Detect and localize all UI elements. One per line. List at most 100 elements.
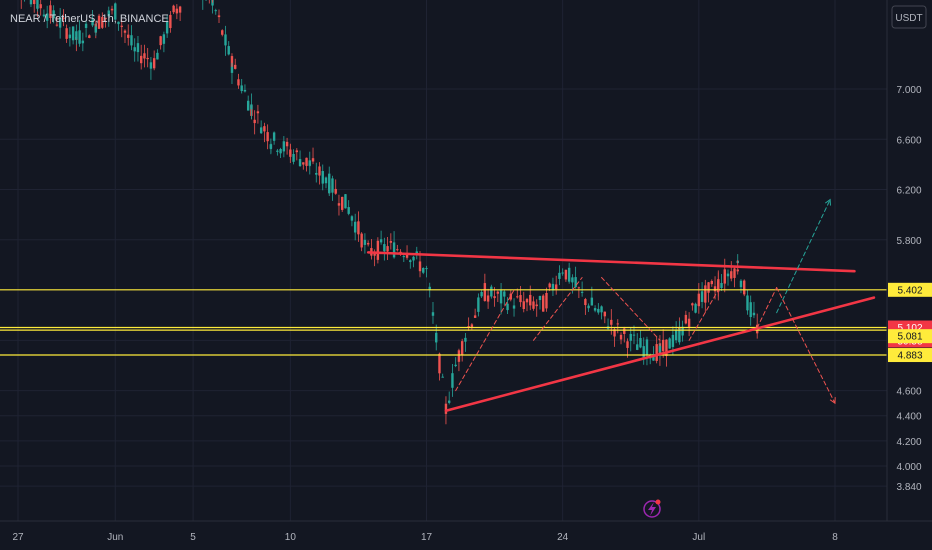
candle-body	[292, 153, 295, 162]
candle-body	[477, 297, 480, 312]
candle-body	[366, 242, 370, 245]
candle-body	[253, 119, 256, 124]
path-sketch-line[interactable]	[688, 289, 719, 341]
candle-body	[593, 308, 597, 311]
symbol-title[interactable]: NEAR / TetherUS, 1h, BINANCE	[10, 13, 169, 25]
candle-body	[473, 315, 477, 318]
lightning-icon-bolt[interactable]	[648, 502, 656, 516]
path-sketch-line[interactable]	[601, 277, 661, 341]
projection-down-line[interactable]	[776, 287, 836, 404]
candle-body	[733, 268, 736, 278]
candle-body	[227, 46, 230, 55]
candle-body	[379, 239, 383, 243]
candle-body	[234, 64, 237, 69]
candle-body	[139, 55, 143, 64]
price-axis-panel[interactable]	[887, 0, 932, 521]
candle-body	[36, 0, 39, 9]
lightning-bolt-icon[interactable]	[643, 499, 661, 518]
candle-body	[302, 162, 305, 165]
y-tick-label: 5.800	[896, 236, 921, 247]
candle-body	[75, 31, 78, 40]
candle-body	[480, 291, 483, 297]
price-levels[interactable]	[0, 289, 887, 356]
candle-body	[652, 354, 655, 361]
candle-body	[496, 291, 500, 294]
candle-body	[512, 305, 516, 309]
candle-body	[412, 256, 415, 261]
candle-body	[610, 319, 613, 325]
candle-body	[704, 285, 707, 303]
candle-body	[551, 283, 555, 291]
candle-body	[289, 149, 292, 154]
currency-button[interactable]: USDT	[891, 5, 927, 29]
projection-up-line[interactable]	[776, 199, 831, 314]
candle-body	[674, 329, 678, 341]
candle-body	[88, 35, 91, 38]
candle-body	[363, 239, 367, 245]
projection-down-line[interactable]	[756, 287, 778, 329]
candle-body	[308, 160, 311, 166]
path-sketch-line[interactable]	[532, 277, 583, 341]
price-tag-level-2-bg	[888, 329, 932, 344]
candle-body	[276, 150, 279, 152]
y-tick-label: 3.840	[896, 482, 921, 493]
candle-body	[613, 329, 616, 337]
x-axis: 27Jun5101724Jul815	[12, 532, 838, 543]
y-tick-label: 6.600	[896, 135, 921, 146]
candle-body	[590, 297, 594, 306]
currency-button-label[interactable]: USDT	[895, 13, 922, 24]
x-tick-label: 17	[421, 532, 433, 543]
candle-body	[535, 304, 538, 307]
candle-body	[211, 0, 214, 6]
time-axis-panel[interactable]	[0, 521, 932, 550]
candle-body	[626, 341, 629, 348]
candle-body	[149, 62, 153, 69]
candle-body	[65, 28, 68, 39]
candle-body	[224, 34, 227, 46]
candle-body	[221, 30, 224, 35]
candle-body	[175, 8, 179, 14]
x-tick-label: 8	[832, 532, 838, 543]
candle-body	[746, 295, 749, 309]
candle-body	[668, 338, 671, 349]
candle-body	[723, 269, 726, 284]
candle-body	[567, 267, 571, 282]
candle-body	[545, 292, 548, 309]
candle-body	[460, 341, 464, 355]
y-tick-label: 4.200	[896, 437, 921, 448]
path-sketch-line[interactable]	[455, 289, 515, 392]
candle-body	[117, 21, 120, 25]
candle-body	[678, 329, 681, 343]
candle-body	[642, 346, 645, 358]
y-tick-label: 4.400	[896, 412, 921, 423]
candle-body	[321, 171, 324, 184]
candle-body	[311, 158, 315, 162]
upper-trendline[interactable]	[366, 251, 856, 273]
candle-body	[655, 344, 658, 361]
candle-body	[431, 312, 435, 316]
lightning-icon-ring[interactable]	[643, 500, 661, 518]
candle-body	[347, 207, 350, 214]
candle-body	[561, 272, 564, 274]
candle-body	[396, 249, 399, 251]
candle-body	[558, 272, 561, 279]
candle-body	[525, 298, 529, 303]
candle-body	[616, 323, 619, 325]
candle-body	[389, 241, 393, 243]
candle-body	[240, 85, 243, 92]
candle-body	[169, 14, 172, 29]
candle-body	[178, 6, 182, 13]
candle-body	[454, 364, 457, 367]
drawings[interactable]	[366, 198, 876, 413]
candle-body	[636, 344, 639, 350]
currency-button-frame[interactable]	[891, 5, 927, 29]
candle-body	[542, 295, 545, 312]
x-tick-label: Jul	[692, 532, 705, 543]
candle-body	[49, 5, 52, 18]
lower-trendline[interactable]	[444, 296, 876, 413]
candle-body	[490, 286, 493, 297]
x-tick-label: 27	[12, 532, 24, 543]
candle-body	[156, 52, 159, 60]
